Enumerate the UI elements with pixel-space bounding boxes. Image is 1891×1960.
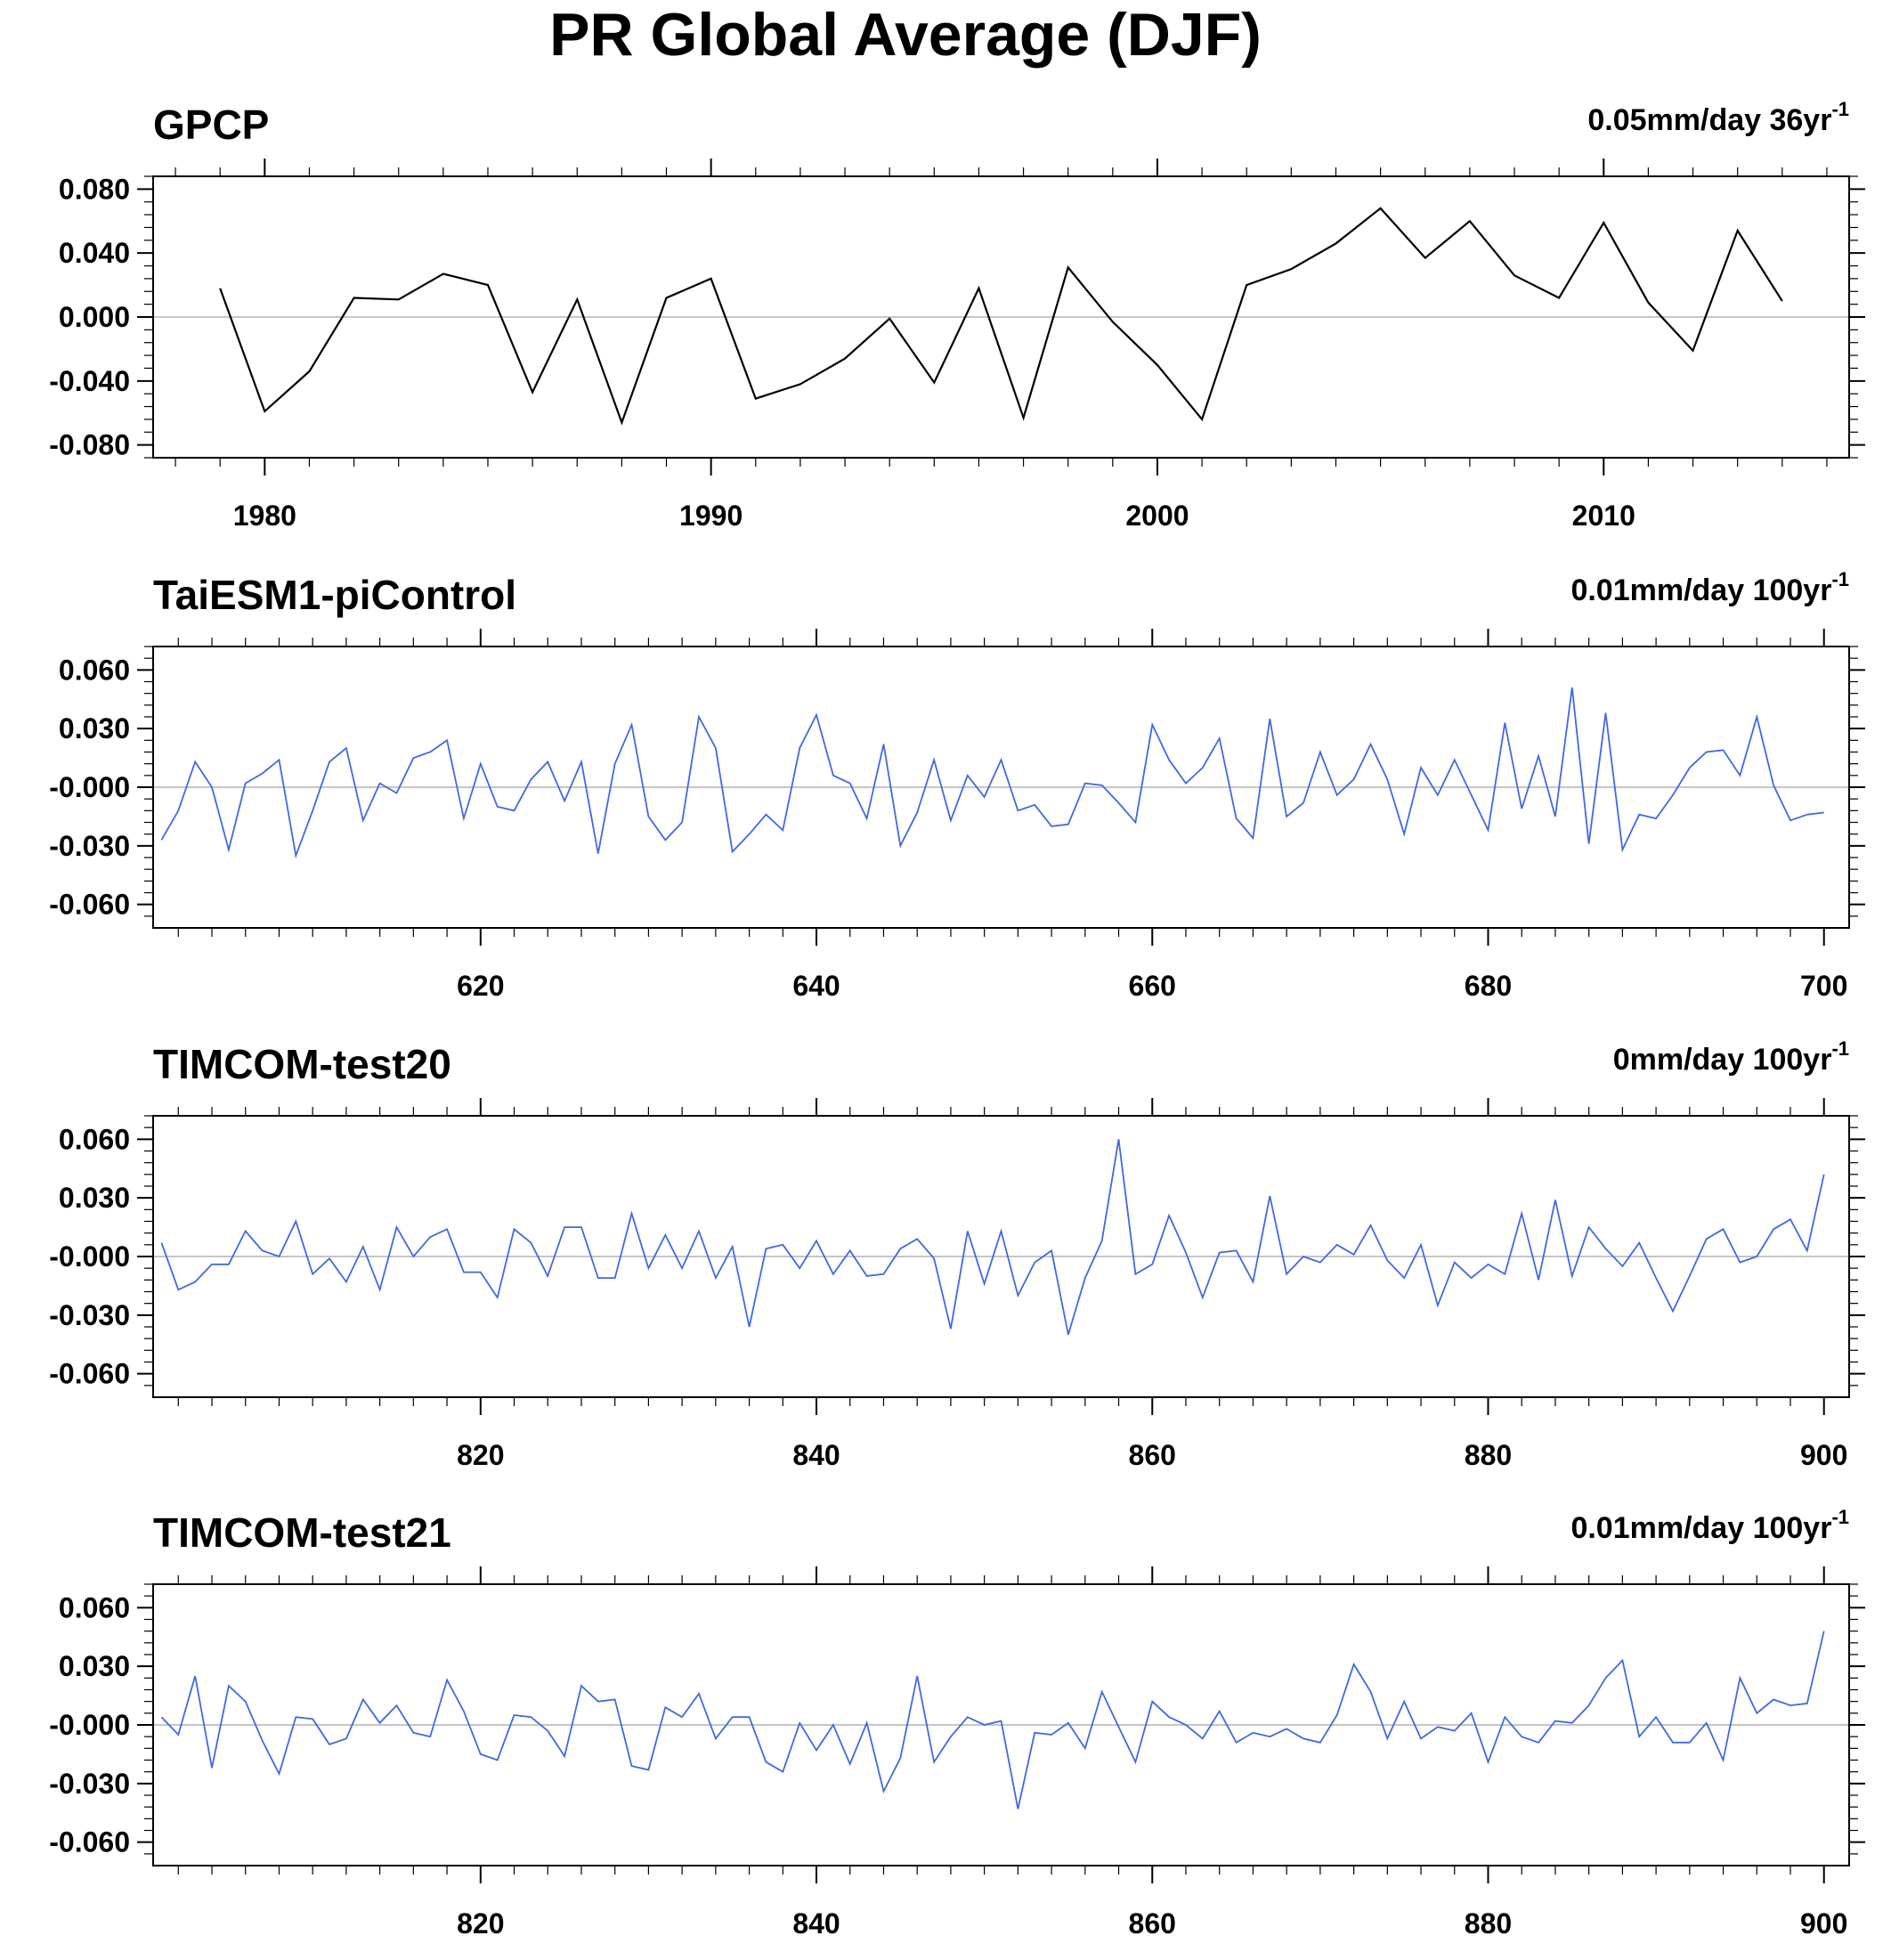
plot-frame xyxy=(152,1583,1850,1866)
y-tick-label: 0.060 xyxy=(59,1591,130,1623)
y-tick-label: -0.040 xyxy=(49,365,130,397)
y-tick-label: 0.060 xyxy=(59,654,130,686)
panel-3: TIMCOM-test20 0mm/day 100yr-1 0.060 0.030 -0… xyxy=(49,1037,1865,1471)
y-tick-label: -0.030 xyxy=(49,1768,130,1800)
series-line xyxy=(160,1139,1825,1336)
y-tick-label: -0.060 xyxy=(49,889,130,921)
trend-label: 0mm/day 100yr-1 xyxy=(1613,1037,1849,1077)
y-tick-label: -0.030 xyxy=(49,1299,130,1331)
x-tick-label: 880 xyxy=(1465,1439,1512,1471)
y-tick-label: -0.000 xyxy=(49,1240,130,1273)
figure-title: PR Global Average (DJF) xyxy=(549,1,1262,69)
trend-label: 0.05mm/day 36yr-1 xyxy=(1587,98,1849,137)
y-tick-label: 0.030 xyxy=(59,1650,130,1682)
y-tick-label: 0.080 xyxy=(59,173,130,205)
y-tick-label: -0.060 xyxy=(49,1358,130,1390)
plot-frame xyxy=(152,646,1850,929)
y-tick-label: 0.030 xyxy=(59,1182,130,1214)
y-tick-label: 0.030 xyxy=(59,712,130,744)
y-tick-label: -0.060 xyxy=(49,1826,130,1858)
panel-title: TIMCOM-test21 xyxy=(153,1509,451,1556)
x-tick-label: 2000 xyxy=(1125,500,1189,532)
y-tick-label: -0.030 xyxy=(49,830,130,862)
x-tick-label: 680 xyxy=(1465,970,1512,1002)
y-tick-label: 0.060 xyxy=(59,1123,130,1155)
x-tick-label: 820 xyxy=(457,1907,504,1940)
x-tick-label: 860 xyxy=(1129,1439,1176,1471)
x-tick-label: 640 xyxy=(792,970,840,1002)
x-tick-label: 660 xyxy=(1129,970,1176,1002)
plot-frame xyxy=(152,175,1850,459)
series-line xyxy=(160,1631,1825,1810)
series-line xyxy=(160,687,1824,859)
y-tick-label: -0.000 xyxy=(49,771,130,803)
y-tick-label: -0.080 xyxy=(49,429,130,461)
panel-1: GPCP 0.05mm/day 36yr-1 0.080 0.040 0.000 -0.0… xyxy=(49,98,1865,532)
series-line xyxy=(219,207,1783,426)
x-tick-label: 840 xyxy=(792,1439,840,1471)
x-tick-label: 880 xyxy=(1465,1907,1512,1940)
x-tick-label: 620 xyxy=(457,970,504,1002)
panel-title: GPCP xyxy=(153,102,269,148)
x-tick-label: 860 xyxy=(1129,1907,1176,1940)
y-tick-label: -0.000 xyxy=(49,1709,130,1741)
x-tick-label: 2010 xyxy=(1572,500,1635,532)
trend-label: 0.01mm/day 100yr-1 xyxy=(1570,568,1849,607)
panel-4: TIMCOM-test21 0.01mm/day 100yr-1 0.060 0.03… xyxy=(49,1506,1865,1940)
trend-label: 0.01mm/day 100yr-1 xyxy=(1570,1506,1849,1545)
y-tick-label: 0.000 xyxy=(59,301,130,333)
x-tick-label: 900 xyxy=(1800,1439,1847,1471)
x-tick-label: 840 xyxy=(792,1907,840,1940)
panel-title: TaiESM1-piControl xyxy=(153,572,516,618)
x-tick-label: 700 xyxy=(1800,970,1847,1002)
x-tick-label: 1980 xyxy=(233,500,296,532)
panel-2: TaiESM1-piControl 0.01mm/day 100yr-1 0.060… xyxy=(49,568,1865,1002)
y-tick-label: 0.040 xyxy=(59,237,130,269)
x-tick-label: 820 xyxy=(457,1439,504,1471)
x-tick-label: 900 xyxy=(1800,1907,1847,1940)
plot-frame xyxy=(152,1115,1850,1398)
panel-title: TIMCOM-test20 xyxy=(153,1041,451,1087)
x-tick-label: 1990 xyxy=(679,500,743,532)
